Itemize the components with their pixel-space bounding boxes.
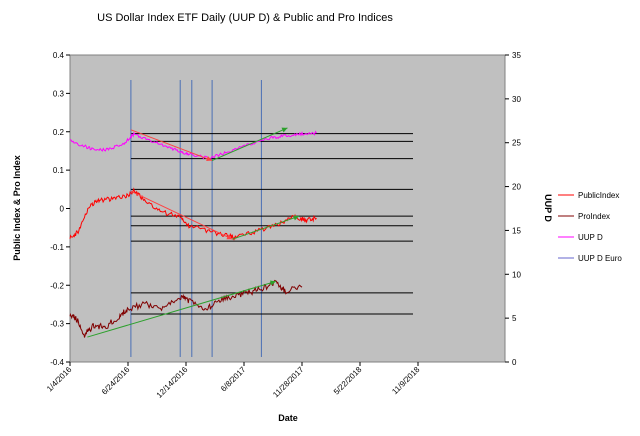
legend-label: UUP D: [578, 233, 603, 242]
series-line-proindex: [69, 279, 303, 338]
x-tick-label: 11/28/2017: [271, 365, 306, 400]
legend: PublicIndex ProIndex UUP D UUP D Euro: [558, 191, 622, 263]
trend-line: [87, 280, 277, 338]
x-tick-label: 1/4/2016: [45, 365, 74, 394]
right-tick-label: 0: [512, 358, 517, 367]
right-axis-ticks: 35 30 25 20 15 10 5 0: [505, 51, 521, 367]
left-axis-label: Public Index & Pro Index: [12, 155, 22, 261]
x-tick-label: 6/24/2016: [100, 365, 132, 397]
horizontal-reference-lines: [130, 133, 413, 315]
left-tick-label: 0.1: [53, 166, 65, 175]
vertical-reference-lines: [130, 80, 262, 357]
x-tick-label: 5/22/2018: [332, 365, 364, 397]
left-axis-ticks: 0.4 0.3 0.2 0.1 0 -0.1 -0.2 -0.3 -0.4: [50, 51, 70, 367]
series-line-publicindex: [69, 187, 317, 241]
x-tick-label: 6/8/2017: [219, 365, 248, 394]
right-tick-label: 30: [512, 95, 521, 104]
left-tick-label: 0.2: [53, 128, 65, 137]
left-tick-label: 0.4: [53, 51, 65, 60]
chart-title: US Dollar Index ETF Daily (UUP D) & Publ…: [97, 12, 393, 24]
x-tick-label: 12/14/2016: [155, 365, 190, 400]
left-tick-label: -0.4: [50, 358, 64, 367]
trend-arrowhead: [269, 280, 276, 286]
trend-lines: [87, 127, 300, 338]
legend-label: ProIndex: [578, 212, 610, 221]
right-tick-label: 35: [512, 51, 521, 60]
x-tick-label: 11/9/2018: [390, 365, 421, 396]
trend-arrowhead: [226, 234, 233, 240]
series-layer: [69, 130, 317, 338]
trend-line: [211, 127, 288, 161]
trend-arrowhead: [206, 156, 213, 162]
right-axis-label: UUP D: [543, 194, 553, 222]
plot-area: [69, 54, 506, 363]
trend-line: [232, 215, 300, 240]
trend-line: [130, 190, 233, 240]
right-tick-label: 15: [512, 226, 521, 235]
right-tick-label: 10: [512, 270, 521, 279]
left-tick-label: -0.3: [50, 320, 64, 329]
trend-arrowhead: [293, 215, 300, 221]
x-axis-ticks: 1/4/2016 6/24/2016 12/14/2016 6/8/2017 11/28…: [45, 362, 422, 400]
trend-line: [130, 129, 213, 161]
right-tick-label: 20: [512, 183, 521, 192]
right-tick-label: 25: [512, 139, 521, 148]
left-tick-label: 0.3: [53, 89, 65, 98]
x-axis-label: Date: [278, 413, 298, 423]
left-tick-label: 0: [60, 205, 65, 214]
trend-arrowhead: [281, 127, 288, 133]
right-tick-label: 5: [512, 314, 517, 323]
left-tick-label: -0.2: [50, 281, 64, 290]
legend-label: UUP D Euro: [578, 254, 622, 263]
series-line-uup-d: [69, 130, 317, 161]
left-tick-label: -0.1: [50, 243, 64, 252]
legend-label: PublicIndex: [578, 191, 619, 200]
